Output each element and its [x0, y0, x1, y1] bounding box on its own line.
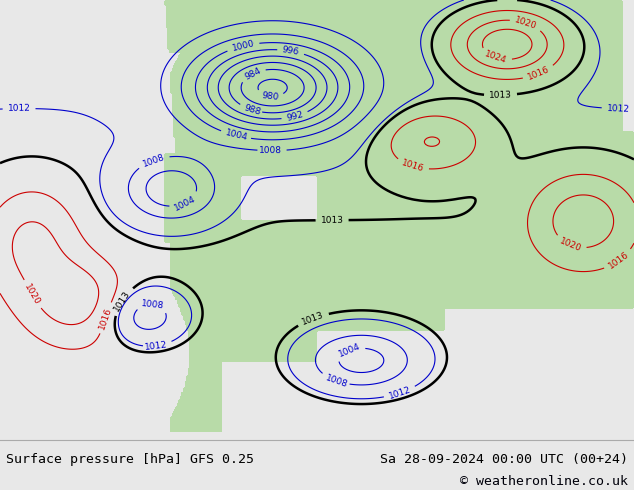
Text: 1008: 1008 [259, 146, 281, 155]
Text: 1008: 1008 [325, 373, 349, 389]
Text: 1016: 1016 [607, 250, 631, 271]
Text: 988: 988 [243, 103, 262, 117]
Text: 1004: 1004 [173, 194, 198, 212]
Text: 1004: 1004 [337, 342, 361, 359]
Text: Sa 28-09-2024 00:00 UTC (00+24): Sa 28-09-2024 00:00 UTC (00+24) [380, 452, 628, 466]
Text: 1020: 1020 [23, 282, 42, 306]
Text: Surface pressure [hPa] GFS 0.25: Surface pressure [hPa] GFS 0.25 [6, 452, 254, 466]
Text: 1020: 1020 [558, 237, 583, 254]
Text: 1013: 1013 [321, 216, 344, 225]
Text: 1012: 1012 [387, 385, 412, 401]
Text: 1008: 1008 [141, 298, 164, 310]
Text: 1013: 1013 [112, 289, 133, 313]
Text: 984: 984 [243, 66, 262, 81]
Text: 996: 996 [281, 45, 300, 57]
Text: 980: 980 [261, 91, 279, 101]
Text: 1013: 1013 [489, 90, 512, 100]
Text: 1020: 1020 [514, 15, 538, 31]
Text: 1016: 1016 [401, 159, 425, 174]
Text: 1012: 1012 [8, 104, 30, 113]
Text: 992: 992 [285, 110, 304, 123]
Text: 1012: 1012 [607, 104, 630, 114]
Text: 1008: 1008 [141, 152, 166, 169]
Text: 1016: 1016 [98, 306, 113, 330]
Text: 1013: 1013 [301, 310, 325, 327]
Text: 1012: 1012 [144, 340, 167, 352]
Text: © weatheronline.co.uk: © weatheronline.co.uk [460, 474, 628, 488]
Text: 1000: 1000 [231, 39, 256, 53]
Text: 1004: 1004 [224, 128, 249, 143]
Text: 1024: 1024 [484, 49, 508, 66]
Text: 1016: 1016 [526, 65, 551, 82]
